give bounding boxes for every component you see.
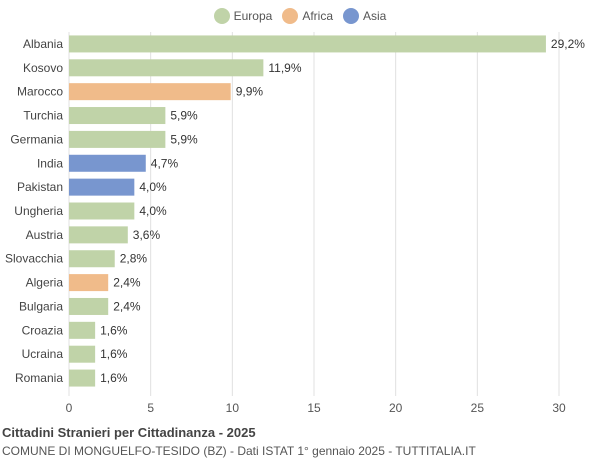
value-label: 1,6% [100, 371, 128, 385]
value-label: 2,4% [113, 299, 141, 313]
bar [69, 35, 546, 53]
value-label: 3,6% [133, 228, 161, 242]
category-label: Ucraina [22, 347, 64, 361]
bar [69, 202, 135, 220]
x-tick-label: 25 [471, 401, 485, 415]
value-label: 4,0% [139, 204, 167, 218]
category-label: Romania [15, 371, 63, 385]
category-label: Bulgaria [19, 299, 63, 313]
x-tick-label: 5 [147, 401, 154, 415]
bar-chart: 0 5 10 15 20 25 30 Albania 29,2% Kosovo 11,9% Maroc… [5, 32, 585, 415]
bar [69, 83, 231, 101]
legend-label: Asia [363, 9, 387, 23]
value-label: 9,9% [236, 85, 264, 99]
bar [69, 274, 109, 292]
legend-item-africa[interactable]: Africa [282, 8, 333, 24]
bar [69, 154, 146, 172]
value-label: 5,9% [170, 132, 198, 146]
value-label: 29,2% [551, 37, 585, 51]
category-label: Albania [23, 37, 63, 51]
legend-item-europa[interactable]: Europa [213, 8, 273, 24]
category-label: Algeria [26, 276, 64, 290]
legend-label: Africa [302, 9, 334, 23]
value-label: 1,6% [100, 323, 128, 337]
category-label: Croazia [22, 323, 64, 337]
bar [69, 107, 166, 125]
bar [69, 250, 115, 268]
value-label: 1,6% [100, 347, 128, 361]
category-label: Austria [26, 228, 64, 242]
category-label: Ungheria [14, 204, 63, 218]
category-label: Turchia [23, 109, 63, 123]
bar [69, 321, 96, 339]
x-tick-label: 0 [66, 401, 73, 415]
bar [69, 178, 135, 196]
legend-swatch [343, 8, 360, 24]
value-label: 5,9% [170, 109, 198, 123]
legend-item-asia[interactable]: Asia [343, 8, 386, 24]
x-tick-label: 10 [226, 401, 240, 415]
category-label: Germania [10, 132, 63, 146]
value-label: 11,9% [268, 61, 301, 75]
value-label: 4,7% [151, 156, 179, 170]
legend-label: Europa [233, 9, 273, 23]
x-tick-label: 20 [389, 401, 403, 415]
legend-swatch [282, 8, 299, 24]
value-label: 2,8% [120, 252, 148, 266]
bar [69, 369, 96, 387]
chart-legend: Europa Africa Asia [0, 6, 600, 26]
chart-title: Cittadini Stranieri per Cittadinanza - 2… [2, 425, 256, 440]
category-label: Pakistan [17, 180, 63, 194]
bar [69, 59, 264, 77]
category-label: Kosovo [23, 61, 63, 75]
bar [69, 130, 166, 148]
value-label: 2,4% [113, 276, 141, 290]
bar [69, 226, 128, 244]
x-tick-label: 15 [307, 401, 321, 415]
category-label: Slovacchia [5, 252, 63, 266]
chart-subtitle: COMUNE DI MONGUELFO-TESIDO (BZ) - Dati I… [2, 444, 476, 458]
bar [69, 345, 96, 363]
legend-swatch [213, 8, 230, 24]
category-label: Marocco [17, 85, 63, 99]
x-tick-label: 30 [552, 401, 566, 415]
bar [69, 297, 109, 315]
value-label: 4,0% [139, 180, 167, 194]
category-label: India [37, 156, 63, 170]
